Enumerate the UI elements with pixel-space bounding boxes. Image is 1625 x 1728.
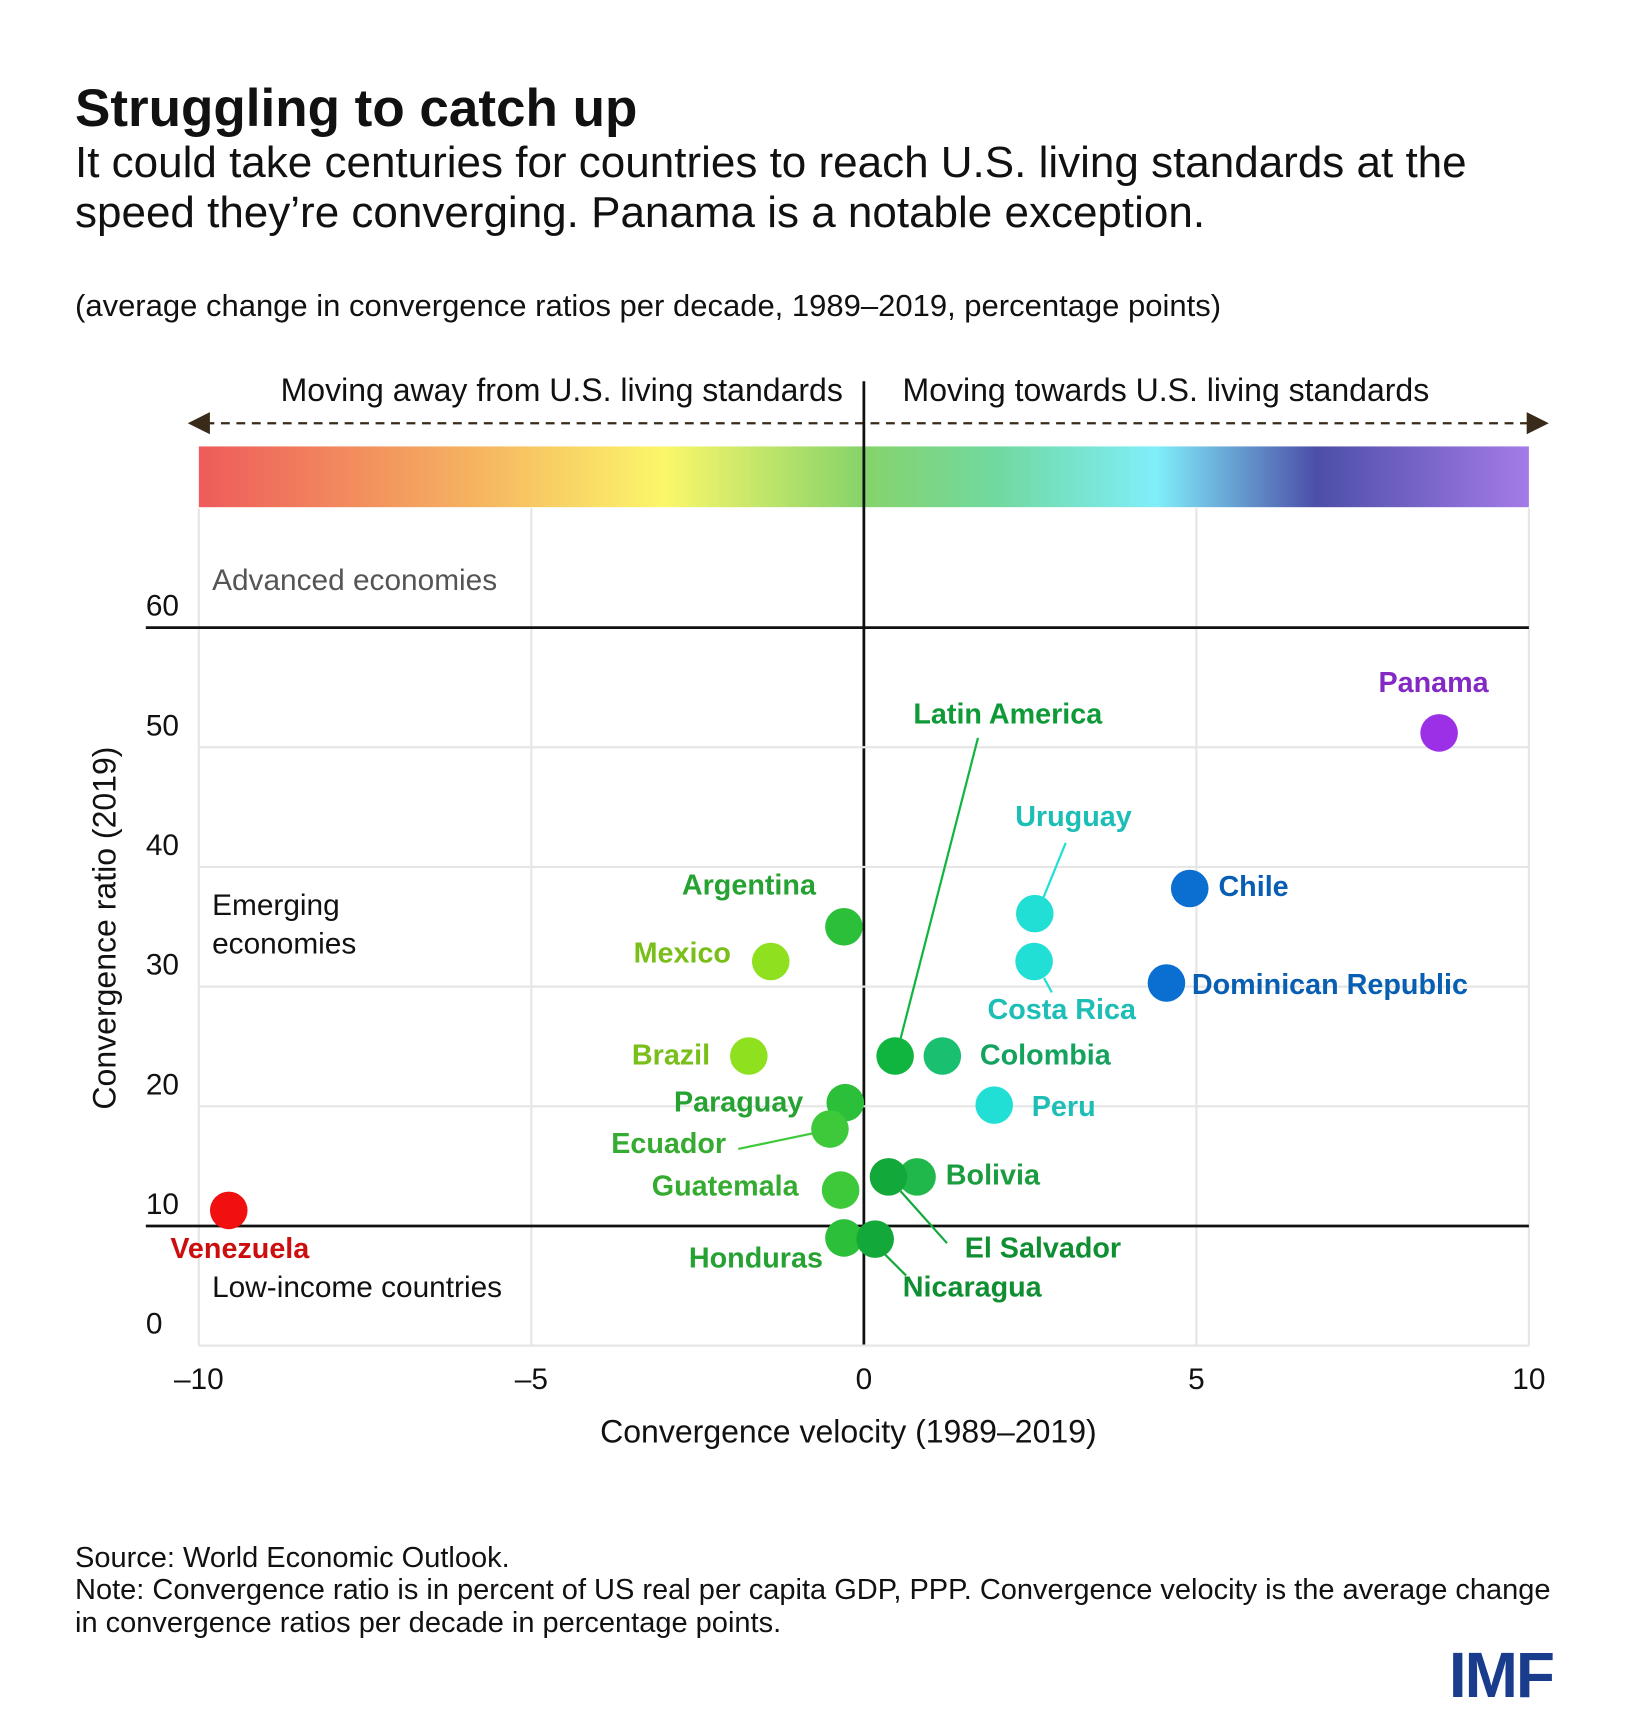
region-label: economies (212, 928, 356, 961)
units: (average change in convergence ratios pe… (75, 288, 1222, 323)
point (730, 1037, 768, 1075)
point (1420, 714, 1458, 752)
point-label: Argentina (682, 870, 817, 902)
note: Note: Convergence ratio is in percent of… (75, 1574, 1551, 1639)
y-tick-label: 50 (146, 709, 179, 742)
direction-label: Moving towards U.S. living standards (903, 372, 1430, 408)
point (751, 942, 790, 981)
logo: IMF (1448, 1639, 1555, 1711)
point-label: Peru (1032, 1091, 1096, 1123)
x-tick-label: –5 (515, 1363, 548, 1396)
point (923, 1037, 962, 1075)
point-label: Paraguay (674, 1086, 803, 1118)
plot: Panama Chile Dominican Republic Uruguay Cost… (170, 667, 1489, 1304)
point-label: Venezuela (170, 1233, 310, 1265)
point-label: Honduras (689, 1243, 823, 1275)
region-label: Low-income countries (212, 1271, 502, 1304)
point-label: Guatemala (652, 1170, 800, 1202)
point-label: Ecuador (611, 1128, 726, 1160)
x-tick-label: 10 (1512, 1363, 1545, 1396)
leader-line (899, 737, 980, 1039)
y-axis-title: Convergence ratio (2019) (87, 747, 123, 1110)
title: Struggling to catch up (75, 79, 638, 138)
point-label: El Salvador (965, 1232, 1121, 1264)
source: Source: World Economic Outlook. (75, 1542, 510, 1574)
x-tick-label: 5 (1188, 1363, 1205, 1396)
point-label: Mexico (634, 937, 731, 969)
y-tick-label: 30 (146, 949, 179, 982)
point-label: Chile (1218, 871, 1288, 903)
point-label: Dominican Republic (1192, 969, 1468, 1001)
point (811, 1110, 849, 1148)
y-tick-label: 0 (146, 1308, 163, 1341)
leader-line (883, 1252, 907, 1277)
y-tick-label: 60 (146, 590, 179, 623)
point-label: Brazil (632, 1040, 710, 1072)
region-label: Emerging (212, 889, 340, 922)
point (821, 1171, 860, 1209)
leader-line (899, 1190, 948, 1244)
region-label: Advanced economies (212, 564, 497, 597)
leader-line (1042, 842, 1067, 898)
point (869, 1158, 908, 1196)
leader-line (738, 1132, 813, 1150)
subtitle: It could take centuries for countries to… (75, 138, 1467, 237)
point-label: Bolivia (946, 1159, 1041, 1191)
point (856, 1220, 894, 1258)
direction-label: Moving away from U.S. living standards (281, 372, 843, 408)
point (975, 1086, 1013, 1124)
x-tick-label: 0 (856, 1363, 873, 1396)
point-label: Costa Rica (988, 994, 1137, 1026)
point (1015, 942, 1053, 981)
point (1015, 894, 1054, 933)
point (898, 1158, 936, 1196)
grid: –10 –5 0 5 10 0 10 20 30 40 50 60 (146, 381, 1545, 1396)
point (825, 908, 863, 946)
x-tick-label: –10 (174, 1363, 224, 1396)
point (1170, 869, 1209, 908)
leader-line (1043, 977, 1053, 993)
y-tick-label: 20 (146, 1068, 179, 1101)
x-axis-title: Convergence velocity (1989–2019) (600, 1413, 1097, 1449)
y-tick-label: 40 (146, 829, 179, 862)
point-label: Panama (1379, 667, 1490, 699)
point (825, 1219, 863, 1257)
point-label: Nicaragua (903, 1271, 1043, 1303)
point-label: Latin America (913, 698, 1103, 730)
point (1147, 964, 1186, 1002)
point (876, 1037, 914, 1075)
point (209, 1191, 248, 1230)
y-tick-label: 10 (146, 1188, 179, 1221)
point-label: Colombia (980, 1040, 1112, 1072)
point-label: Uruguay (1015, 801, 1132, 833)
